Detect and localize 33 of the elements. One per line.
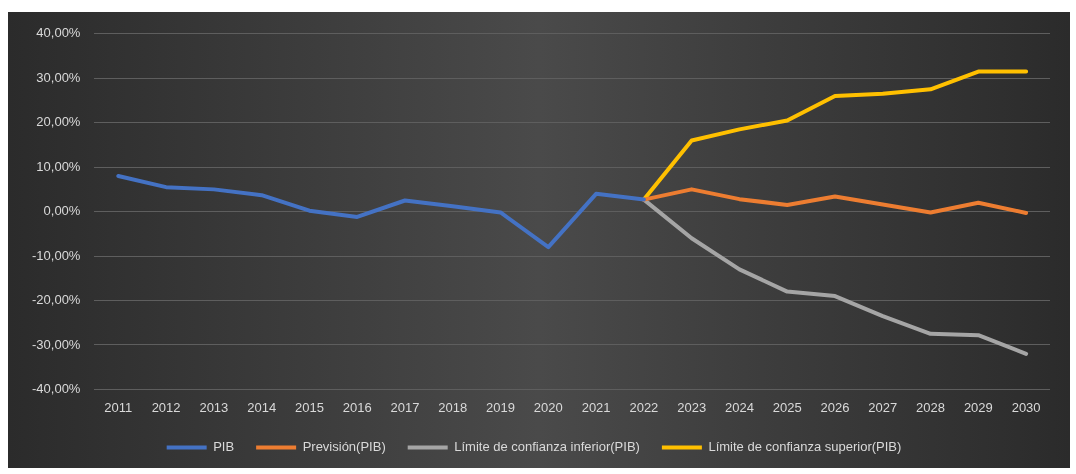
legend-label: Previsión(PIB) xyxy=(302,439,386,455)
legend-label: Límite de confianza inferior(PIB) xyxy=(454,439,640,455)
x-tick-label: 2020 xyxy=(533,399,563,415)
x-tick-label: 2028 xyxy=(916,399,946,415)
y-tick-label: -40,00% xyxy=(32,380,81,396)
y-tick-label: 10,00% xyxy=(36,158,81,174)
x-tick-label: 2030 xyxy=(1011,399,1041,415)
y-tick-label: 0,00% xyxy=(43,203,81,219)
legend-label: PIB xyxy=(213,439,235,455)
x-tick-label: 2025 xyxy=(772,399,802,415)
x-tick-label: 2012 xyxy=(151,399,181,415)
y-tick-label: 20,00% xyxy=(36,114,81,130)
y-tick-label: -10,00% xyxy=(32,247,81,263)
x-tick-label: 2011 xyxy=(104,399,133,415)
x-tick-label: 2017 xyxy=(390,399,420,415)
y-tick-label: -30,00% xyxy=(32,336,81,352)
x-tick-label: 2027 xyxy=(868,399,898,415)
y-tick-label: -20,00% xyxy=(32,292,81,308)
x-tick-label: 2026 xyxy=(820,399,850,415)
x-tick-label: 2014 xyxy=(247,399,277,415)
x-tick-label: 2018 xyxy=(438,399,468,415)
x-tick-label: 2015 xyxy=(294,399,324,415)
x-tick-label: 2016 xyxy=(342,399,372,415)
x-tick-label: 2021 xyxy=(581,399,611,415)
x-tick-label: 2023 xyxy=(677,399,707,415)
x-tick-label: 2024 xyxy=(724,399,754,415)
legend-label: Límite de confianza superior(PIB) xyxy=(708,439,902,455)
x-tick-label: 2022 xyxy=(629,399,659,415)
x-tick-label: 2029 xyxy=(963,399,993,415)
x-tick-label: 2013 xyxy=(199,399,229,415)
y-tick-label: 40,00% xyxy=(36,25,81,41)
y-tick-label: 30,00% xyxy=(36,69,81,85)
x-tick-label: 2019 xyxy=(486,399,515,415)
